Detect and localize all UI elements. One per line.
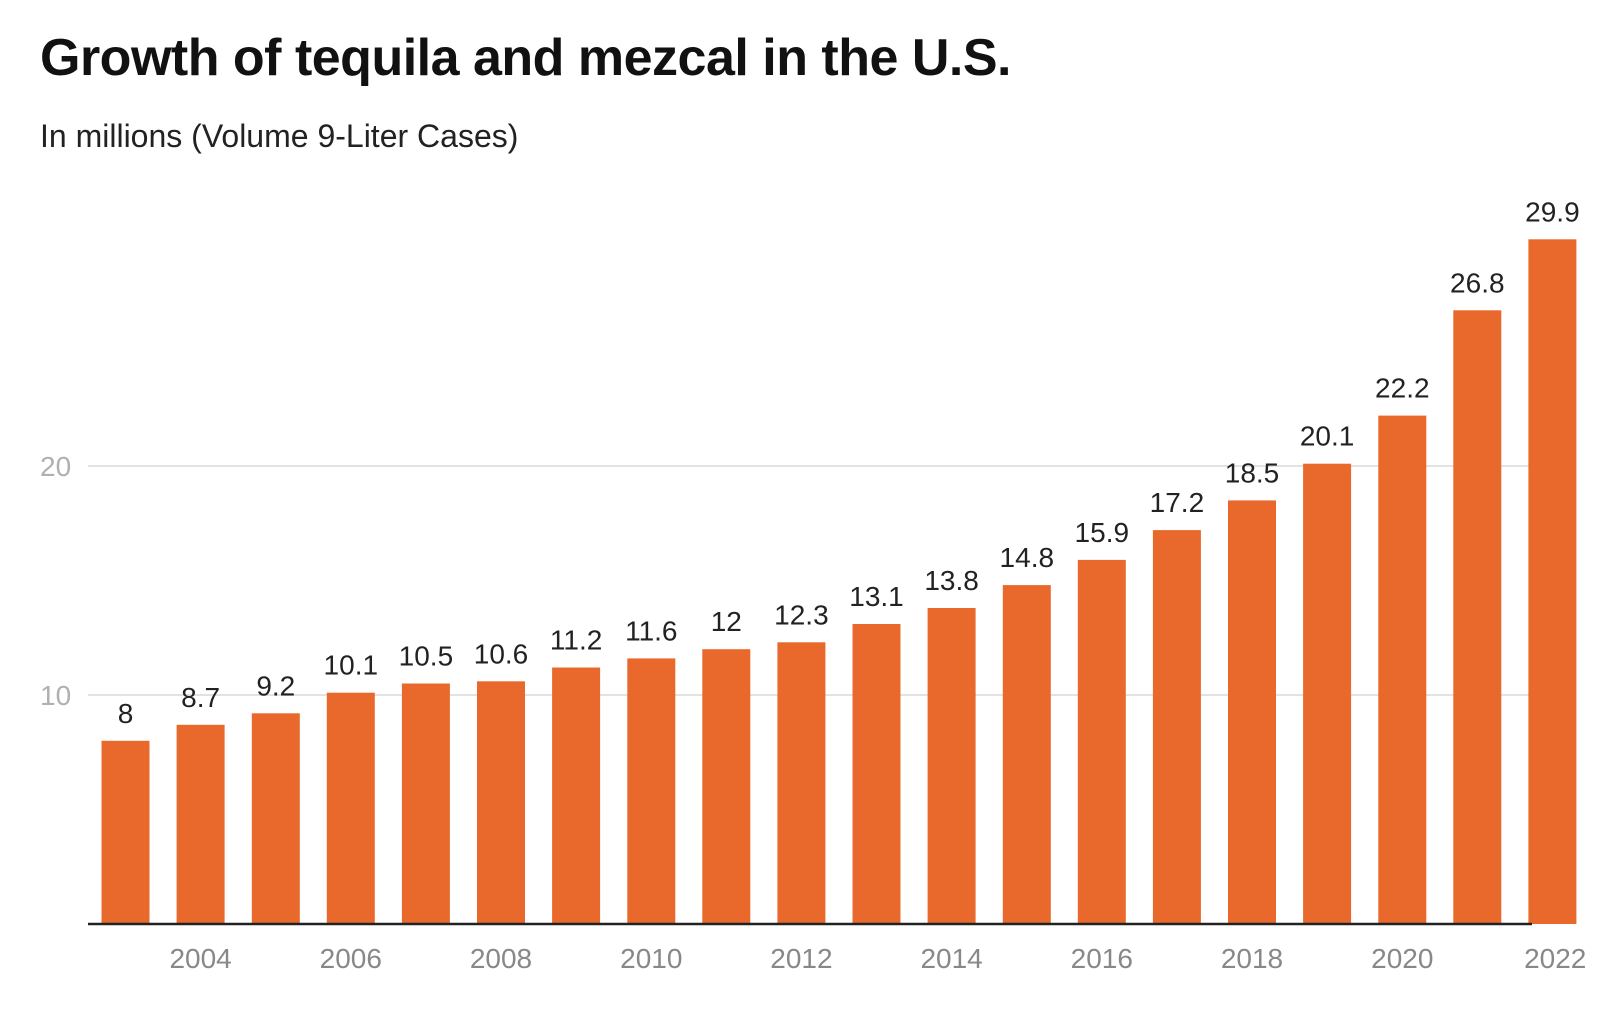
bar-2014 <box>927 608 976 924</box>
bar-2017 <box>1152 530 1201 924</box>
data-label-2015: 14.8 <box>1000 542 1055 573</box>
bar-2022 <box>1528 239 1577 925</box>
data-label-2008: 10.6 <box>474 638 529 669</box>
data-label-2003: 8 <box>118 698 134 729</box>
bar-2003 <box>101 740 150 924</box>
data-label-2006: 10.1 <box>324 650 379 681</box>
bar-2015 <box>1002 585 1051 924</box>
bar-2019 <box>1303 463 1352 924</box>
bar-2013 <box>852 624 901 924</box>
bar-2009 <box>552 667 601 924</box>
x-tick-label: 2010 <box>620 943 682 974</box>
x-tick-label: 2004 <box>169 943 231 974</box>
data-label-2022: 29.9 <box>1525 196 1580 227</box>
data-label-2011: 12 <box>711 606 742 637</box>
bar-2010 <box>627 658 676 924</box>
data-label-2014: 13.8 <box>924 565 979 596</box>
bar-2011 <box>702 649 751 924</box>
bar-2008 <box>477 681 525 924</box>
data-label-2018: 18.5 <box>1225 457 1280 488</box>
data-label-2010: 11.6 <box>625 615 677 646</box>
bar-2004 <box>176 724 225 924</box>
bar-2016 <box>1077 559 1126 924</box>
axes: 2004 2006 2008 2010 2012 2014 2016 2018 2020 2022 <box>88 922 1586 974</box>
x-tick-label: 2014 <box>920 943 982 974</box>
data-label-2019: 20.1 <box>1300 421 1355 452</box>
data-label-2005: 9.2 <box>256 670 295 701</box>
bar-2012 <box>777 642 826 924</box>
data-label-2012: 12.3 <box>774 599 829 630</box>
x-tick-label: 2016 <box>1071 943 1133 974</box>
chart-subtitle: In millions (Volume 9-Liter Cases) <box>40 118 519 154</box>
bars <box>101 239 1577 925</box>
bar-2021 <box>1453 310 1502 924</box>
y-tick-label: 10 <box>40 680 71 711</box>
bar-2018 <box>1228 500 1276 924</box>
data-label-2020: 22.2 <box>1375 373 1430 404</box>
chart-title: Growth of tequila and mezcal in the U.S. <box>40 29 1012 87</box>
data-label-2013: 13.1 <box>849 581 904 612</box>
x-tick-label: 2012 <box>770 943 832 974</box>
data-label-2007: 10.5 <box>399 641 454 672</box>
x-tick-label: 2006 <box>320 943 382 974</box>
x-tick-label: 2008 <box>470 943 532 974</box>
x-tick-label: 2018 <box>1221 943 1283 974</box>
data-label-2016: 15.9 <box>1075 517 1130 548</box>
data-label-2017: 17.2 <box>1150 487 1205 518</box>
bar-2020 <box>1378 415 1427 924</box>
data-labels: 8 8.7 9.2 10.1 10.5 10.6 11.2 11.6 12 12.3 13.1 13.… <box>118 196 1580 729</box>
x-tick-label: 2022 <box>1524 943 1586 974</box>
x-tick-label: 2020 <box>1371 943 1433 974</box>
y-tick-label: 20 <box>40 451 71 482</box>
bar-2006 <box>326 692 375 924</box>
bar-2007 <box>401 683 450 924</box>
data-label-2009: 11.2 <box>550 625 602 656</box>
data-label-2021: 26.8 <box>1450 267 1505 298</box>
bar-2005 <box>251 713 300 924</box>
data-label-2004: 8.7 <box>181 682 220 713</box>
